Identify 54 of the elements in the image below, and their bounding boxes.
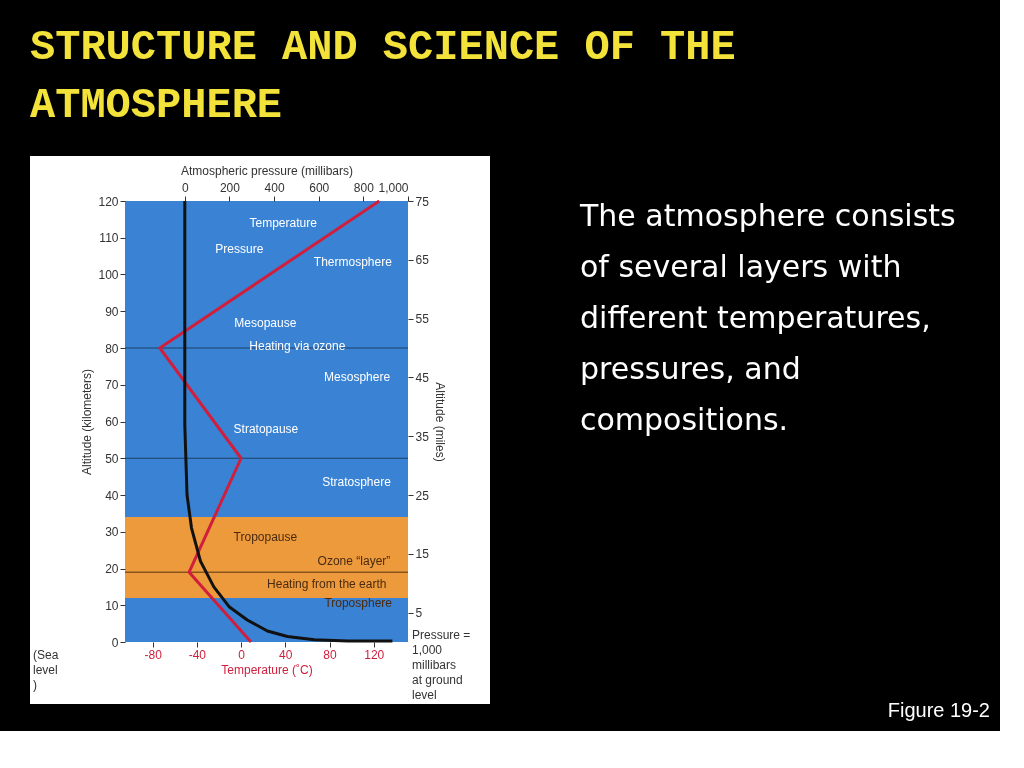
y-tick-label: 70 [105,378,119,393]
annotation: Pressure [215,241,264,256]
x2-tick-label: 0 [181,180,189,195]
y-axis-title: Altitude (kilometers) [80,368,95,476]
y-tick-label: 80 [105,341,119,356]
annotation: Stratosphere [322,475,392,490]
x2-tick-label: 600 [309,180,330,195]
x-tick-label: 120 [364,647,385,662]
y-tick-label: 10 [105,598,119,613]
y2-tick-label: 35 [415,429,430,444]
y-tick-label: 50 [105,451,119,466]
annotation: Mesosphere [324,370,391,385]
y2-tick-label: 5 [415,606,423,621]
annotation: Heating from the earth [267,576,387,591]
text: The atmosphere consists of several layers with different temperatures, pressures, and compositions. [579,198,956,437]
annotation: Heating via ozone [249,339,346,354]
y2-axis-title: Altitude (miles) [432,382,447,462]
y2-tick-label: 45 [415,370,430,385]
y-tick-label: 100 [98,268,119,282]
x2-tick-label: 200 [219,180,241,195]
y-tick-label: 60 [105,415,119,429]
x-tick-label: -40 [188,647,207,662]
x-axis-title: Temperature (˚C) [221,662,313,677]
y-tick-label: 120 [98,194,119,209]
x-tick-label: -80 [144,647,163,662]
annotation: Mesopause [234,316,297,331]
annotation: Temperature [249,216,318,231]
y2-tick-label: 25 [415,488,430,503]
y2-tick-label: 55 [415,312,430,327]
y-tick-label: 40 [105,488,119,503]
annotation: Tropopause [233,530,298,545]
text: Pressure = 1,000 millibars at ground level [412,628,471,702]
y2-tick-label: 15 [415,547,430,562]
x-tick-label: 40 [279,647,293,662]
text: (Sea level) [33,648,59,692]
chart-title: STRUCTURE AND SCIENCE OF THE ATMOSPHERE [30,24,736,130]
annotation: Troposphere [324,595,393,610]
x-tick-label: 80 [323,647,338,662]
y-tick-label: 30 [105,525,119,540]
x-tick-label: 0 [238,647,246,662]
y-tick-label: 0 [111,635,119,650]
y2-tick-label: 65 [415,253,430,268]
y-tick-label: 20 [105,562,119,576]
y-tick-label: 90 [105,304,119,319]
x2-tick-label: 400 [264,180,285,195]
x2-tick-label: 1,000 [378,180,409,195]
x2-axis-title: Atmospheric pressure (millibars) [180,163,354,178]
y2-tick-label: 75 [415,194,430,209]
annotation: Thermosphere [313,254,393,269]
y-tick-label: 110 [99,231,119,246]
annotation: Ozone “layer” [317,554,391,569]
caption: Figure 19-2 [887,699,990,721]
annotation: Stratopause [233,422,299,436]
x2-tick-label: 800 [353,180,375,195]
